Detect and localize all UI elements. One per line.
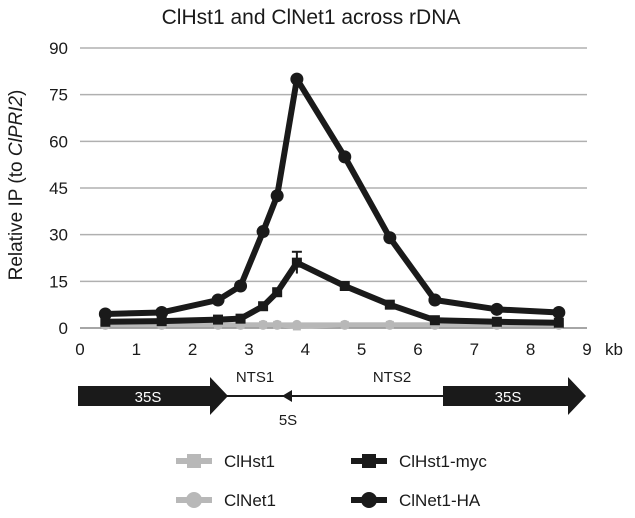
- data-point: [429, 315, 440, 326]
- legend-label-clhst1-myc: ClHst1-myc: [399, 452, 487, 471]
- data-point: [383, 231, 397, 245]
- data-point: [338, 150, 352, 164]
- x-tick-label: 7: [470, 340, 479, 359]
- x-tick-labels: 0 1 2 3 4 5 6 7 8 9: [75, 340, 591, 359]
- series-clnet1-ha: [98, 72, 566, 321]
- data-point: [428, 293, 442, 307]
- data-point: [291, 257, 302, 268]
- series-layer: [98, 72, 566, 331]
- data-point: [491, 316, 502, 327]
- five-s-label: 5S: [279, 412, 297, 429]
- chart-title: ClHst1 and ClNet1 across rDNA: [162, 6, 461, 29]
- y-tick-label: 0: [59, 319, 68, 338]
- legend-label-clhst1: ClHst1: [224, 452, 275, 471]
- data-point: [339, 281, 350, 291]
- data-point: [291, 319, 302, 330]
- y-tick-label: 30: [49, 226, 68, 245]
- legend: ClHst1 ClHst1-myc ClNet1 ClNet1-HA: [176, 452, 487, 510]
- x-tick-label: 3: [244, 340, 253, 359]
- nts1-label: NTS1: [236, 369, 274, 386]
- data-point: [490, 302, 504, 316]
- legend-label-clnet1: ClNet1: [224, 491, 276, 510]
- data-point: [553, 317, 564, 328]
- left-35s-label: 35S: [135, 389, 162, 406]
- series-line-clhst1-myc: [105, 259, 559, 326]
- y-tick-label: 75: [49, 86, 68, 105]
- five-s-arrowhead: [282, 390, 292, 402]
- data-point: [258, 319, 269, 330]
- legend-item-clnet1-ha: ClNet1-HA: [351, 491, 481, 510]
- y-axis-label-suffix: ): [6, 90, 27, 96]
- legend-item-clnet1: ClNet1: [176, 491, 276, 510]
- y-axis-label-prefix: Relative IP (to: [6, 156, 27, 280]
- data-point: [552, 305, 566, 319]
- x-tick-label: 9: [582, 340, 591, 359]
- data-point: [98, 307, 112, 321]
- x-tick-label: 1: [132, 340, 141, 359]
- y-tick-label: 45: [49, 179, 68, 198]
- x-tick-label: 0: [75, 340, 84, 359]
- data-point: [100, 316, 111, 327]
- data-point: [339, 319, 350, 330]
- legend-item-clhst1: ClHst1: [176, 452, 275, 471]
- y-tick-label: 60: [49, 132, 68, 151]
- data-point: [256, 225, 270, 239]
- data-point: [258, 301, 269, 312]
- series-line-clnet1-ha: [105, 76, 559, 317]
- x-tick-label: 2: [188, 340, 197, 359]
- gridlines: [80, 47, 587, 283]
- x-tick-label: 5: [357, 340, 366, 359]
- legend-label-clnet1-ha: ClNet1-HA: [399, 491, 481, 510]
- x-tick-label: 4: [301, 340, 310, 359]
- right-35s-label: 35S: [495, 389, 522, 406]
- y-tick-label: 90: [49, 39, 68, 58]
- nts2-label: NTS2: [373, 369, 411, 386]
- data-point: [384, 319, 395, 330]
- data-point: [270, 189, 284, 203]
- data-point: [213, 314, 224, 325]
- data-point: [272, 287, 283, 298]
- x-tick-label: 8: [526, 340, 535, 359]
- data-point: [211, 293, 225, 307]
- x-tick-label: 6: [413, 340, 422, 359]
- right-35s-arrow: [443, 377, 586, 415]
- y-tick-labels: 0 15 30 45 60 75 90: [49, 39, 68, 338]
- data-point: [235, 313, 246, 324]
- data-point: [234, 279, 248, 293]
- y-tick-label: 15: [49, 272, 68, 291]
- series-clhst1-myc: [100, 250, 564, 328]
- data-point: [156, 316, 167, 327]
- data-point: [384, 299, 395, 310]
- y-axis-label: Relative IP (to ClPRI2): [6, 90, 27, 281]
- x-axis-label: kb: [605, 340, 623, 359]
- data-point: [155, 305, 169, 319]
- rdna-map: 35S NTS1 NTS2 5S 35S: [78, 369, 586, 429]
- data-point: [272, 319, 283, 330]
- left-35s-arrow: [78, 377, 228, 415]
- legend-item-clhst1-myc: ClHst1-myc: [351, 452, 487, 471]
- y-axis-label-gene: ClPRI2: [6, 96, 27, 157]
- data-point: [290, 72, 304, 86]
